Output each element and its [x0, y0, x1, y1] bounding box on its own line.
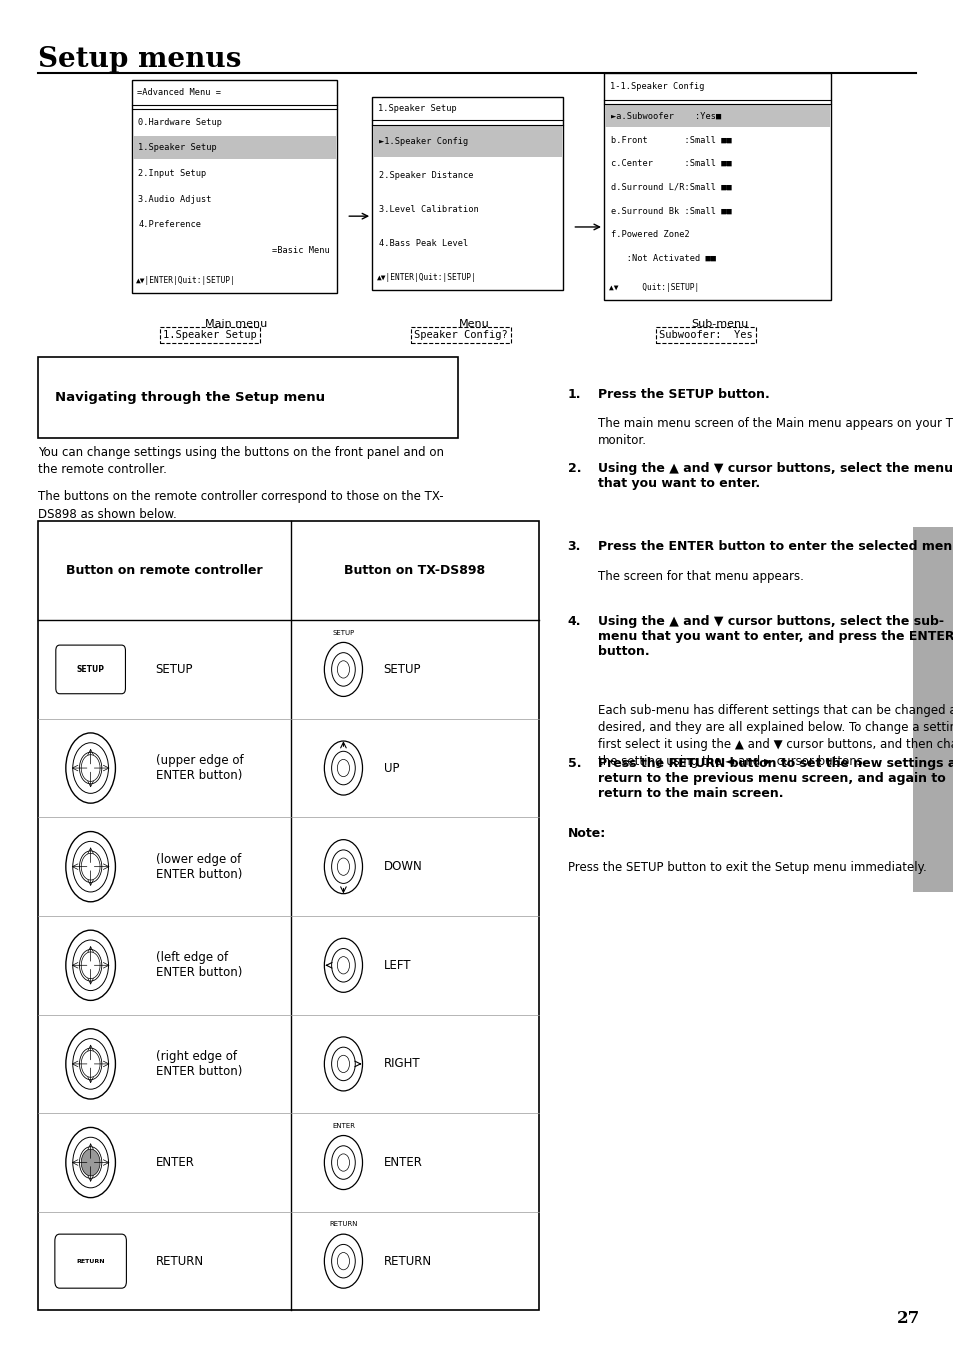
- Text: 3.Audio Adjust: 3.Audio Adjust: [138, 195, 212, 204]
- Text: (right edge of
ENTER button): (right edge of ENTER button): [155, 1050, 242, 1078]
- FancyBboxPatch shape: [38, 357, 457, 438]
- Circle shape: [337, 1055, 349, 1073]
- Text: Button on TX-DS898: Button on TX-DS898: [344, 565, 485, 577]
- Text: 2.Speaker Distance: 2.Speaker Distance: [378, 172, 473, 180]
- Text: You can change settings using the buttons on the front panel and on
the remote c: You can change settings using the button…: [38, 446, 444, 477]
- Text: Sub-menu: Sub-menu: [691, 319, 748, 328]
- Text: 5.: 5.: [567, 757, 580, 770]
- Text: 3.Level Calibration: 3.Level Calibration: [378, 205, 478, 215]
- Text: The main menu screen of the Main menu appears on your TV
monitor.: The main menu screen of the Main menu ap…: [598, 417, 953, 447]
- Text: Using the ▲ and ▼ cursor buttons, select the sub-
menu that you want to enter, a: Using the ▲ and ▼ cursor buttons, select…: [598, 615, 953, 658]
- Text: RETURN: RETURN: [383, 1255, 431, 1267]
- Text: 0.Hardware Setup: 0.Hardware Setup: [138, 118, 222, 127]
- Text: Note:: Note:: [567, 827, 605, 840]
- FancyBboxPatch shape: [55, 644, 126, 694]
- Circle shape: [337, 1252, 349, 1270]
- Text: ▲▼|ENTER|Quit:|SETUP|: ▲▼|ENTER|Quit:|SETUP|: [136, 276, 236, 285]
- Text: (left edge of
ENTER button): (left edge of ENTER button): [155, 951, 242, 979]
- FancyBboxPatch shape: [603, 73, 830, 300]
- Text: ENTER: ENTER: [155, 1156, 194, 1169]
- Text: :Not Activated ■■: :Not Activated ■■: [610, 254, 715, 263]
- FancyBboxPatch shape: [912, 527, 953, 892]
- Text: ▲▼|ENTER|Quit:|SETUP|: ▲▼|ENTER|Quit:|SETUP|: [376, 273, 476, 282]
- FancyBboxPatch shape: [38, 521, 538, 1310]
- Text: Each sub-menu has different settings that can be changed as
desired, and they ar: Each sub-menu has different settings tha…: [598, 704, 953, 767]
- Text: ENTER: ENTER: [332, 1123, 355, 1128]
- FancyBboxPatch shape: [373, 126, 561, 157]
- FancyBboxPatch shape: [55, 1233, 126, 1288]
- Circle shape: [337, 1154, 349, 1171]
- Text: d.Surround L/R:Small ■■: d.Surround L/R:Small ■■: [610, 182, 731, 192]
- Text: Press the SETUP button to exit the Setup menu immediately.: Press the SETUP button to exit the Setup…: [567, 861, 925, 874]
- Text: (lower edge of
ENTER button): (lower edge of ENTER button): [155, 852, 242, 881]
- Text: =Advanced Menu =: =Advanced Menu =: [137, 88, 221, 97]
- Text: Speaker Config?: Speaker Config?: [414, 330, 507, 339]
- Text: ▲▼     Quit:|SETUP|: ▲▼ Quit:|SETUP|: [608, 282, 699, 292]
- Text: 4.Bass Peak Level: 4.Bass Peak Level: [378, 239, 468, 249]
- Circle shape: [81, 952, 100, 978]
- Circle shape: [337, 957, 349, 974]
- Text: DOWN: DOWN: [383, 861, 422, 873]
- Circle shape: [81, 755, 100, 781]
- Text: The screen for that menu appears.: The screen for that menu appears.: [598, 570, 803, 584]
- Text: Main menu: Main menu: [205, 319, 268, 328]
- Text: e.Surround Bk :Small ■■: e.Surround Bk :Small ■■: [610, 207, 731, 215]
- Text: Press the SETUP button.: Press the SETUP button.: [598, 388, 769, 401]
- Text: 4.: 4.: [567, 615, 580, 628]
- Circle shape: [81, 854, 100, 880]
- Text: 2.: 2.: [567, 462, 580, 476]
- Text: SETUP: SETUP: [76, 665, 105, 674]
- FancyBboxPatch shape: [604, 105, 829, 127]
- Circle shape: [81, 1150, 100, 1175]
- Text: 1.Speaker Setup: 1.Speaker Setup: [377, 104, 456, 113]
- Text: 1.: 1.: [567, 388, 580, 401]
- Text: 27: 27: [897, 1309, 920, 1327]
- Text: Press the RETURN button to set the new settings and
return to the previous menu : Press the RETURN button to set the new s…: [598, 757, 953, 800]
- FancyBboxPatch shape: [132, 136, 335, 159]
- Text: Press the ENTER button to enter the selected menu.: Press the ENTER button to enter the sele…: [598, 540, 953, 554]
- Text: (upper edge of
ENTER button): (upper edge of ENTER button): [155, 754, 243, 782]
- Text: SETUP: SETUP: [332, 630, 355, 635]
- Text: c.Center      :Small ■■: c.Center :Small ■■: [610, 159, 731, 168]
- Circle shape: [337, 858, 349, 875]
- FancyBboxPatch shape: [372, 97, 562, 290]
- Text: ENTER: ENTER: [383, 1156, 422, 1169]
- Text: Subwoofer:  Yes: Subwoofer: Yes: [659, 330, 752, 339]
- Text: 2.Input Setup: 2.Input Setup: [138, 169, 207, 178]
- Text: =Basic Menu: =Basic Menu: [272, 246, 330, 255]
- Text: SETUP: SETUP: [155, 663, 193, 676]
- Text: ►1.Speaker Config: ►1.Speaker Config: [378, 136, 468, 146]
- Circle shape: [337, 661, 349, 678]
- Text: 3.: 3.: [567, 540, 580, 554]
- Text: Using the ▲ and ▼ cursor buttons, select the menu
that you want to enter.: Using the ▲ and ▼ cursor buttons, select…: [598, 462, 952, 490]
- Text: The buttons on the remote controller correspond to those on the TX-
DS898 as sho: The buttons on the remote controller cor…: [38, 490, 443, 521]
- Text: Navigating through the Setup menu: Navigating through the Setup menu: [55, 390, 325, 404]
- Text: f.Powered Zone2: f.Powered Zone2: [610, 230, 689, 239]
- Text: RETURN: RETURN: [329, 1221, 357, 1227]
- Circle shape: [337, 759, 349, 777]
- Text: 1.Speaker Setup: 1.Speaker Setup: [163, 330, 256, 339]
- Text: SETUP: SETUP: [383, 663, 420, 676]
- Circle shape: [81, 1051, 100, 1077]
- FancyBboxPatch shape: [132, 80, 336, 293]
- Text: RIGHT: RIGHT: [383, 1058, 419, 1070]
- Text: b.Front       :Small ■■: b.Front :Small ■■: [610, 135, 731, 145]
- Text: ►a.Subwoofer    :Yes■: ►a.Subwoofer :Yes■: [610, 112, 720, 120]
- Text: RETURN: RETURN: [155, 1255, 203, 1267]
- Text: Button on remote controller: Button on remote controller: [66, 565, 263, 577]
- Text: LEFT: LEFT: [383, 959, 411, 971]
- Text: 1.Speaker Setup: 1.Speaker Setup: [138, 143, 217, 153]
- Text: Menu: Menu: [458, 319, 489, 328]
- Text: Setup menus: Setup menus: [38, 46, 241, 73]
- Text: UP: UP: [383, 762, 398, 774]
- Text: RETURN: RETURN: [76, 1259, 105, 1263]
- Text: 4.Preference: 4.Preference: [138, 220, 201, 230]
- Text: 1-1.Speaker Config: 1-1.Speaker Config: [609, 82, 703, 91]
